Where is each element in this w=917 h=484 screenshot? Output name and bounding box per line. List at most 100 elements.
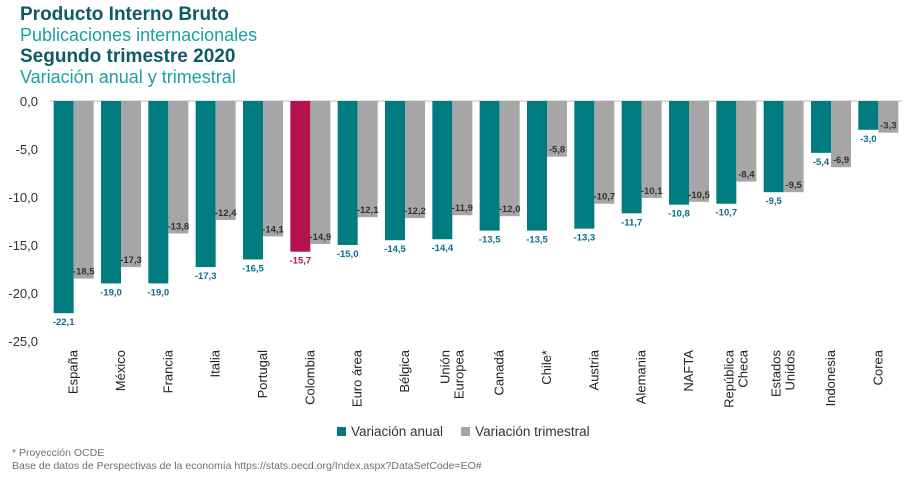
bar-annual — [432, 101, 453, 240]
x-tick-label: Euro área — [350, 349, 365, 407]
chart-subtitle-publications: Publicaciones internacionales — [20, 25, 258, 45]
data-label-quarterly: -12,1 — [357, 205, 379, 216]
x-tick-label: Unidos — [783, 350, 798, 391]
x-tick-label: Bélgica — [397, 349, 412, 392]
bar-annual — [337, 101, 358, 245]
x-tick-label: España — [66, 349, 81, 394]
x-tick-label: Colombia — [302, 349, 317, 405]
bar-quarterly — [357, 101, 378, 218]
data-label-annual: -15,0 — [337, 249, 359, 260]
y-tick-label: -20,0 — [8, 286, 38, 301]
bar-quarterly — [168, 101, 189, 234]
data-label-quarterly: -13,8 — [168, 221, 190, 232]
bar-quarterly — [783, 101, 804, 193]
data-label-annual: -13,3 — [574, 233, 596, 244]
x-tick-label: NAFTA — [681, 350, 696, 392]
bar-annual — [811, 101, 831, 153]
y-tick-label: 0,0 — [20, 94, 38, 109]
data-label-annual: -19,0 — [148, 287, 170, 298]
bar-annual — [527, 101, 547, 231]
data-label-annual: -13,5 — [479, 235, 501, 246]
legend-item-annual: Variación anual — [337, 424, 443, 439]
data-label-annual: -10,7 — [716, 208, 738, 219]
bar-annual — [763, 101, 784, 193]
bar-quarterly — [736, 101, 757, 182]
x-tick-label: República — [721, 349, 736, 408]
bar-annual — [53, 101, 74, 314]
bar-quarterly — [499, 101, 520, 217]
legend-swatch-annual — [337, 427, 346, 436]
data-label-annual: -9,5 — [765, 196, 782, 207]
footnote: * Proyección OCDE — [12, 447, 105, 459]
y-tick-label: -10,0 — [8, 190, 38, 205]
data-label-quarterly: -12,0 — [499, 204, 521, 215]
bar-annual — [669, 101, 689, 205]
data-label-quarterly: -14,1 — [262, 224, 284, 235]
x-tick-label: Europea — [451, 349, 466, 399]
legend-label-annual: Variación anual — [351, 424, 444, 439]
bar-quarterly — [405, 101, 425, 219]
chart-subtitle-variation: Variación anual y trimestral — [20, 67, 236, 87]
x-tick-label: Unión — [437, 350, 452, 384]
data-label-quarterly: -6,9 — [833, 155, 849, 166]
bar-quarterly — [310, 101, 331, 245]
bar-annual — [479, 101, 500, 231]
legend-swatch-quarterly — [461, 427, 471, 436]
x-tick-label: Corea — [870, 349, 885, 385]
bar-quarterly — [73, 101, 94, 279]
bar-quarterly — [594, 101, 615, 204]
x-tick-label: Alemania — [634, 349, 649, 404]
y-tick-label: -15,0 — [8, 238, 38, 253]
chart-subtitle-period: Segundo trimestre 2020 — [20, 46, 236, 67]
data-label-quarterly: -18,5 — [73, 267, 95, 278]
data-label-quarterly: -5,8 — [549, 145, 565, 156]
data-label-quarterly: -8,4 — [738, 170, 755, 181]
x-tick-label: Italia — [208, 349, 223, 377]
data-label-annual: -13,5 — [526, 235, 548, 246]
data-label-quarterly: -14,9 — [310, 232, 332, 243]
x-tick-label: Portugal — [255, 350, 270, 399]
data-label-annual: -11,7 — [621, 217, 642, 228]
data-label-quarterly: -12,4 — [215, 208, 237, 219]
y-tick-label: -25,0 — [8, 334, 38, 349]
data-label-quarterly: -9,5 — [785, 180, 802, 191]
data-label-quarterly: -17,3 — [120, 255, 142, 266]
bar-quarterly — [831, 101, 851, 168]
data-label-annual: -5,4 — [813, 157, 830, 168]
x-tick-label: México — [113, 350, 128, 391]
bar-annual — [195, 101, 216, 268]
data-label-quarterly: -10,5 — [688, 190, 710, 201]
x-tick-label: Austria — [586, 349, 601, 390]
bar-annual — [243, 101, 263, 260]
x-tick-label: Checa — [735, 349, 750, 387]
y-tick-label: -5,0 — [16, 142, 38, 157]
bar-quarterly — [452, 101, 473, 216]
bar-annual — [621, 101, 642, 214]
bar-annual — [574, 101, 595, 229]
bar-annual — [385, 101, 405, 241]
legend-label-quarterly: Variación trimestral — [475, 424, 590, 439]
bar-annual — [858, 101, 879, 130]
bar-annual — [101, 101, 121, 284]
x-tick-label: Francia — [160, 349, 175, 393]
chart-footer: * Proyección OCDE Base de datos de Persp… — [12, 447, 482, 473]
data-label-quarterly: -10,1 — [641, 186, 663, 197]
data-label-quarterly: -3,3 — [880, 121, 896, 132]
legend-item-quarterly: Variación trimestral — [461, 424, 590, 439]
data-label-annual: -14,4 — [432, 243, 454, 254]
data-label-annual: -14,5 — [384, 244, 406, 255]
bar-quarterly — [878, 101, 899, 133]
data-label-annual: -10,8 — [668, 209, 690, 220]
bar-quarterly — [547, 101, 567, 157]
chart-legend: Variación anual Variación trimestral — [337, 424, 608, 439]
bar-quarterly — [641, 101, 662, 198]
x-tick-label: Indonesia — [823, 349, 838, 406]
bar-quarterly — [121, 101, 141, 268]
bar-annual — [148, 101, 169, 284]
data-label-annual: -3,0 — [860, 134, 876, 145]
x-tick-label: Chile* — [539, 350, 554, 385]
chart-titles: Producto Interno Bruto Publicaciones int… — [20, 4, 257, 88]
bar-annual — [290, 101, 311, 252]
data-label-annual: -17,3 — [195, 271, 217, 282]
